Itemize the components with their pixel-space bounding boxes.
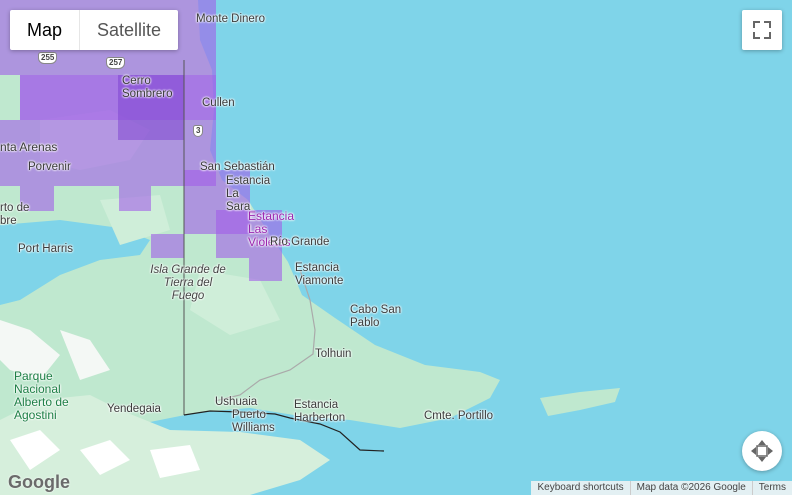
google-logo: Google: [8, 472, 70, 492]
precipitation-overlay: [0, 0, 282, 281]
fullscreen-icon: [753, 21, 771, 39]
camera-control[interactable]: [742, 431, 782, 471]
map-footer: Keyboard shortcuts Map data ©2026 Google…: [531, 481, 792, 495]
place-label: Estancia Viamonte: [295, 262, 344, 287]
borders: [183, 60, 385, 452]
place-label: Tolhuin: [315, 348, 352, 360]
road-shield: 257: [106, 57, 126, 69]
place-label: Isla Grande de Tierra del Fuego: [150, 264, 226, 302]
place-label: Porvenir: [28, 161, 71, 173]
place-label: Estancia La Sara: [226, 175, 271, 213]
place-label: Port Harris: [18, 243, 73, 255]
road-shield: 255: [38, 52, 58, 64]
place-label: Cmte. Portillo: [424, 410, 494, 422]
place-label: nta Arenas: [0, 140, 58, 154]
place-label: rto de bre: [0, 202, 30, 227]
place-label: Estancia Harberton: [294, 399, 346, 424]
road-shield: 3: [193, 125, 204, 137]
keyboard-shortcuts-link[interactable]: Keyboard shortcuts: [537, 482, 624, 493]
satellite-button[interactable]: Satellite: [79, 10, 178, 50]
place-label: San Sebastián: [200, 161, 275, 173]
map-button[interactable]: Map: [27, 20, 63, 40]
map-type-control: Map Satellite: [10, 10, 179, 50]
place-label: Cabo San Pablo: [350, 304, 402, 329]
place-label: Ushuaia: [215, 396, 258, 408]
terms-link[interactable]: Terms: [751, 481, 792, 495]
place-label: Parque Nacional Alberto de Agostini: [14, 369, 69, 422]
fullscreen-button[interactable]: [742, 10, 782, 50]
map-data-attribution: Map data ©2026 Google: [629, 481, 752, 495]
place-label: Río Grande: [270, 236, 330, 248]
place-label: Cerro Sombrero: [122, 75, 173, 100]
camera-icon: [751, 440, 773, 462]
place-label: Cullen: [202, 97, 235, 109]
place-label: Yendegaia: [107, 403, 161, 415]
place-label: Estancia Las Violetas: [248, 209, 295, 249]
place-label: Puerto Williams: [232, 409, 275, 434]
place-label: Monte Dinero: [196, 13, 266, 25]
